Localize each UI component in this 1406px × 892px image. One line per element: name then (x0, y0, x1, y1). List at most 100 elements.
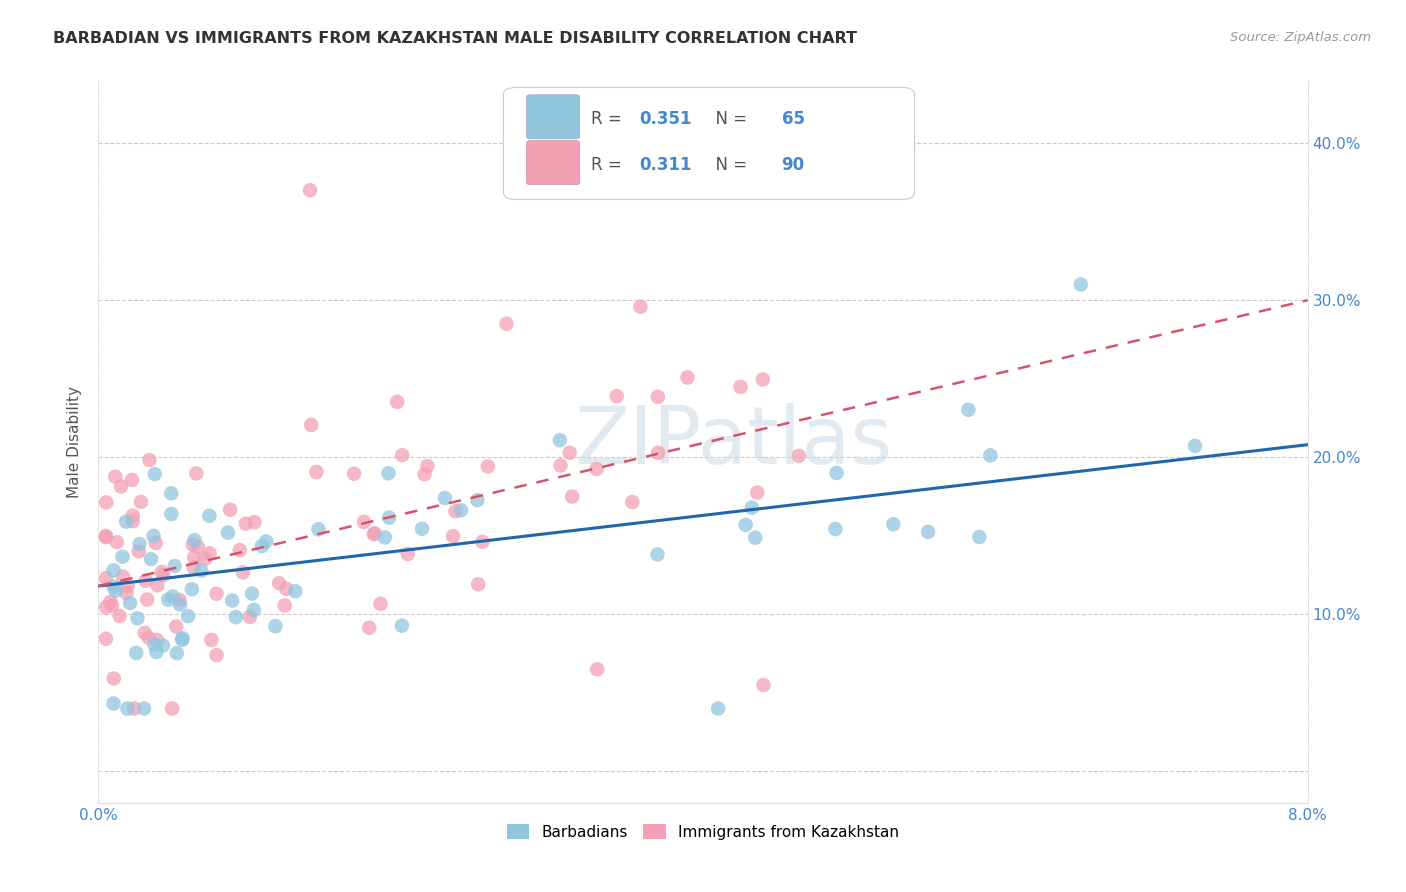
Point (363, 527, 385, 541)
Point (219, 502, 242, 516)
Point (979, 448, 1001, 462)
Point (250, 539, 273, 553)
Point (229, 543, 252, 558)
Point (477, 459, 499, 474)
Point (243, 603, 266, 617)
Point (111, 549, 134, 564)
Point (198, 546, 221, 560)
Point (558, 446, 581, 460)
Point (284, 584, 307, 599)
Point (548, 434, 571, 448)
Point (129, 495, 152, 509)
Point (240, 586, 263, 600)
Point (94, 529, 117, 543)
Point (108, 609, 131, 624)
Point (110, 479, 132, 493)
Point (450, 503, 472, 517)
Point (239, 610, 262, 624)
Point (364, 526, 387, 541)
Point (103, 563, 125, 577)
Point (135, 574, 157, 588)
Point (100, 595, 122, 609)
Point (139, 552, 162, 566)
Point (824, 522, 846, 536)
Point (121, 473, 143, 487)
Point (160, 507, 183, 521)
Point (111, 569, 134, 583)
Point (125, 646, 148, 660)
Point (413, 467, 436, 482)
Point (343, 467, 366, 481)
Point (134, 625, 156, 640)
Point (181, 582, 204, 597)
Point (198, 508, 221, 523)
Point (127, 611, 149, 625)
Point (561, 490, 583, 504)
Point (124, 701, 146, 715)
Text: 90: 90 (782, 155, 804, 174)
Point (200, 632, 222, 647)
Point (162, 590, 184, 604)
Point (353, 515, 375, 529)
Point (225, 610, 247, 624)
Point (467, 493, 489, 508)
Point (467, 577, 489, 591)
Point (243, 515, 266, 529)
Point (586, 662, 609, 676)
Point (128, 537, 150, 551)
Point (676, 370, 699, 384)
Point (444, 504, 467, 518)
Point (101, 599, 124, 613)
Point (172, 632, 194, 647)
Point (550, 458, 572, 473)
Point (752, 678, 775, 692)
Point (152, 568, 174, 582)
Point (146, 632, 169, 647)
Text: R =: R = (591, 110, 627, 128)
Point (145, 536, 167, 550)
Point (647, 390, 669, 404)
Point (150, 565, 173, 579)
Point (747, 485, 769, 500)
Point (276, 582, 298, 596)
Point (299, 417, 322, 432)
Point (152, 639, 174, 653)
Point (166, 646, 188, 660)
Point (585, 462, 607, 476)
Point (105, 535, 128, 549)
Point (416, 459, 439, 474)
Point (103, 672, 125, 686)
Point (104, 583, 127, 598)
Point (374, 530, 396, 544)
Point (1184, 439, 1206, 453)
Point (205, 587, 228, 601)
FancyBboxPatch shape (526, 95, 579, 139)
Point (194, 551, 217, 566)
Point (391, 618, 413, 632)
Point (235, 516, 257, 531)
Point (104, 469, 127, 483)
Point (305, 465, 328, 479)
Point (103, 697, 125, 711)
Point (163, 559, 186, 574)
Point (115, 586, 138, 600)
Text: ZIPatlas: ZIPatlas (574, 402, 893, 481)
Point (217, 525, 239, 540)
Point (143, 467, 166, 481)
Point (183, 533, 205, 548)
Point (730, 380, 752, 394)
Point (299, 183, 322, 197)
Point (117, 579, 139, 593)
Point (274, 599, 297, 613)
Point (411, 522, 433, 536)
Point (169, 592, 191, 607)
Point (145, 645, 167, 659)
Text: 0.351: 0.351 (638, 110, 692, 128)
Point (103, 580, 125, 594)
Point (957, 402, 980, 417)
Point (120, 596, 142, 610)
Point (387, 395, 409, 409)
Point (752, 372, 775, 386)
Point (128, 544, 150, 558)
Point (396, 547, 419, 561)
